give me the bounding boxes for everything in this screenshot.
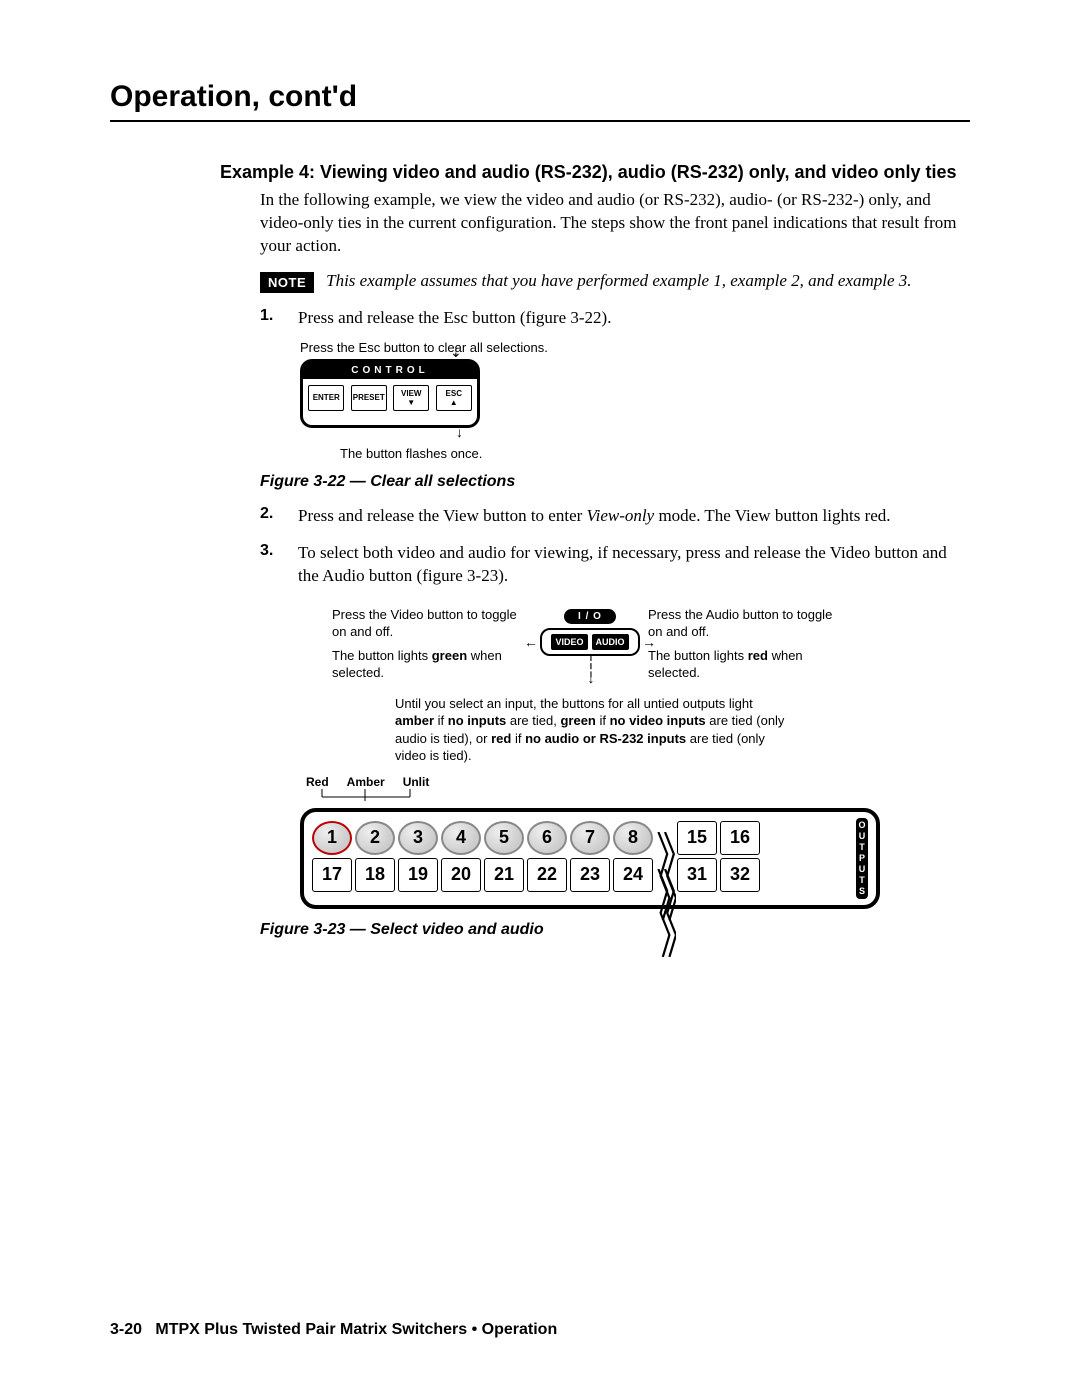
legend: Red Amber Unlit: [306, 775, 880, 789]
step-text: Press and release the Esc button (figure…: [298, 307, 611, 330]
content-block: Example 4: Viewing video and audio (RS-2…: [110, 162, 970, 939]
outputs-side-label: OUTPUTS: [856, 818, 868, 899]
outputs-panel: 123456781516 17181920212223243132 OUTPUT…: [300, 808, 880, 909]
output-cell: 20: [441, 858, 481, 892]
preset-button: PRESET: [351, 385, 387, 411]
video-button: VIDEO: [551, 634, 587, 650]
figure-3-23-caption: Figure 3-23 — Select video and audio: [260, 921, 970, 939]
until-note: Until you select an input, the buttons f…: [395, 695, 785, 765]
note-row: NOTE This example assumes that you have …: [260, 270, 970, 293]
output-cell: 17: [312, 858, 352, 892]
note-badge: NOTE: [260, 272, 314, 293]
output-circle: 8: [613, 821, 653, 855]
step-num: 1.: [260, 307, 272, 330]
output-circle: 3: [398, 821, 438, 855]
figure-3-22-caption: Figure 3-22 — Clear all selections: [260, 473, 970, 491]
output-cell: 24: [613, 858, 653, 892]
step-3: 3. To select both video and audio for vi…: [260, 542, 970, 588]
page: Operation, cont'd Example 4: Viewing vid…: [0, 0, 1080, 1009]
legend-bracket-icon: [310, 789, 430, 801]
step-text: To select both video and audio for viewi…: [298, 542, 970, 588]
output-circle: 6: [527, 821, 567, 855]
fig322-top-label: Press the Esc button to clear all select…: [300, 340, 630, 355]
video-side-label: Press the Video button to toggle on and …: [332, 606, 532, 682]
output-cell: 21: [484, 858, 524, 892]
figure-3-22: Press the Esc button to clear all select…: [300, 340, 630, 461]
control-buttons: ENTER PRESET VIEW ESC: [303, 379, 477, 425]
figure-3-23: Press the Video button to toggle on and …: [300, 606, 880, 909]
control-strip-label: CONTROL: [303, 362, 477, 379]
output-circle: 2: [355, 821, 395, 855]
arrow-left-icon: ←: [524, 636, 538, 652]
note-text: This example assumes that you have perfo…: [326, 270, 911, 293]
output-cell: 31: [677, 858, 717, 892]
output-cell: 16: [720, 821, 760, 855]
io-row: Press the Video button to toggle on and …: [300, 606, 880, 685]
output-cell: 19: [398, 858, 438, 892]
io-buttons: ← VIDEO AUDIO →: [540, 628, 640, 656]
intro-text: In the following example, we view the vi…: [260, 189, 970, 258]
control-panel: CONTROL ENTER PRESET VIEW ESC: [300, 359, 480, 428]
header-title: Operation, cont'd: [110, 80, 970, 114]
example-title: Example 4: Viewing video and audio (RS-2…: [220, 162, 970, 183]
step-2: 2. Press and release the View button to …: [260, 505, 970, 528]
arrow-down-icon: ↓: [456, 426, 463, 442]
page-number: 3-20: [110, 1321, 142, 1338]
outputs-row-1: 12345678 1516: [312, 821, 848, 855]
fig322-bottom-label: The button flashes once.: [340, 446, 630, 461]
header-rule: [110, 120, 970, 122]
enter-button: ENTER: [308, 385, 344, 411]
view-button: VIEW: [393, 385, 429, 411]
output-cell: 32: [720, 858, 760, 892]
output-cell: 18: [355, 858, 395, 892]
output-circle: 4: [441, 821, 481, 855]
legend-unlit: Unlit: [403, 775, 430, 789]
output-cell: 23: [570, 858, 610, 892]
esc-button: ESC: [436, 385, 472, 411]
outputs-rows: 123456781516 17181920212223243132: [312, 818, 848, 899]
audio-button: AUDIO: [592, 634, 629, 650]
io-header-label: I / O: [564, 609, 616, 624]
io-box: I / O ← VIDEO AUDIO → ╎╎↓: [540, 606, 640, 685]
step-text: Press and release the View button to ent…: [298, 505, 891, 528]
output-circle: 5: [484, 821, 524, 855]
arrow-dashed-down-icon: ╎╎↓: [540, 660, 640, 685]
outputs-row-2: 1718192021222324 3132: [312, 858, 848, 892]
arrow-right-icon: →: [642, 636, 656, 652]
output-cell: 15: [677, 821, 717, 855]
audio-side-label: Press the Audio button to toggle on and …: [648, 606, 848, 682]
step-num: 2.: [260, 505, 272, 528]
page-footer: 3-20 MTPX Plus Twisted Pair Matrix Switc…: [110, 1321, 557, 1339]
legend-red: Red: [306, 775, 329, 789]
step-num: 3.: [260, 542, 272, 588]
output-circle: 1: [312, 821, 352, 855]
output-cell: 22: [527, 858, 567, 892]
step-1: 1. Press and release the Esc button (fig…: [260, 307, 970, 330]
output-circle: 7: [570, 821, 610, 855]
footer-title: MTPX Plus Twisted Pair Matrix Switchers …: [155, 1321, 557, 1338]
legend-amber: Amber: [347, 775, 385, 789]
